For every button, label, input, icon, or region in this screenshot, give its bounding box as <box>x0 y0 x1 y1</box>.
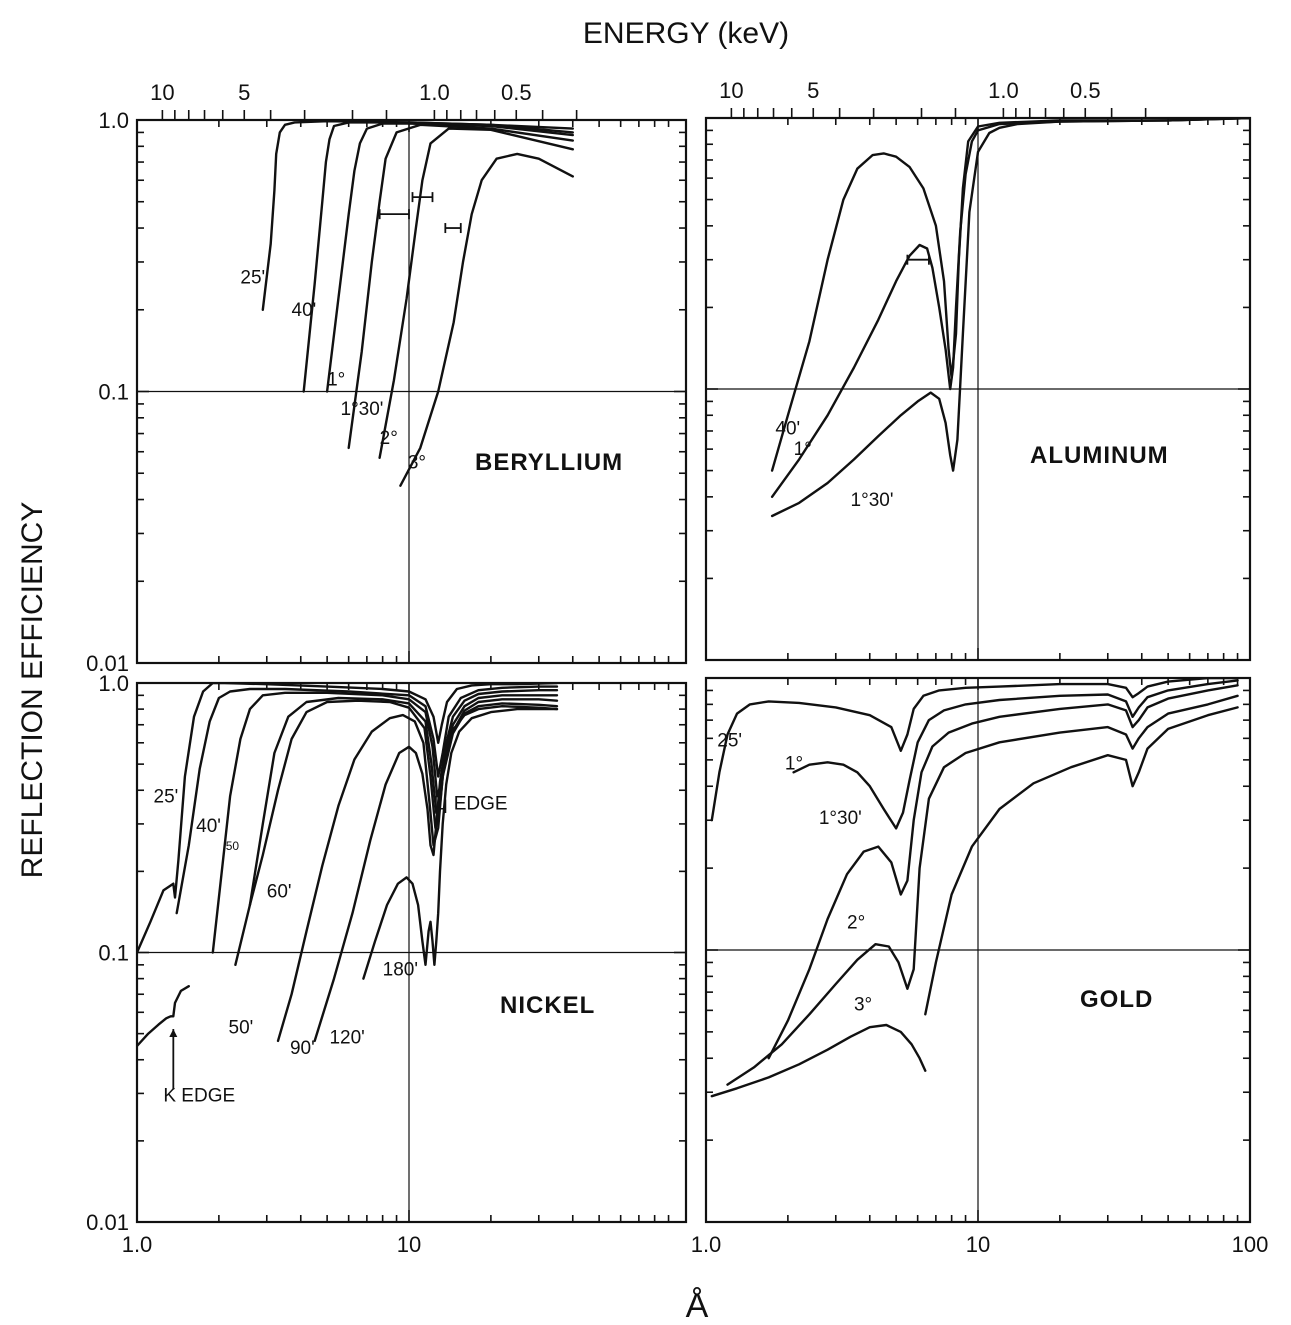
aluminum-energy-tick-label: 5 <box>807 78 819 103</box>
nickel-series-curve <box>234 694 559 966</box>
nickel-series-curve <box>137 985 190 1048</box>
gold-series-curve <box>792 679 1239 830</box>
nickel-series-curve <box>313 705 559 1043</box>
y-axis-title: REFLECTION EFFICIENCY <box>16 502 49 879</box>
aluminum-panel: 10 5 1.0 0.5 40'1° 1°30' ALUMINUM <box>704 78 1252 662</box>
nickel-series-curve <box>211 689 559 954</box>
nickel-series-curve <box>362 707 559 980</box>
beryllium-panel: 10 5 1.0 0.5 0.01 0.1 1.0 25' 40' 1° 1°30' 2° 3° BERY… <box>86 80 688 676</box>
nickel-curve-label: EDGE <box>454 793 508 814</box>
beryllium-series-curve <box>347 123 574 450</box>
nickel-series-curve <box>276 702 559 1043</box>
beryllium-panel-label: BERYLLIUM <box>475 449 623 476</box>
beryllium-energy-tick-label: 5 <box>238 80 250 105</box>
beryllium-curve-label: 1°30' <box>341 399 384 420</box>
nickel-curve-label: K EDGE <box>163 1085 235 1106</box>
nickel-curves <box>137 683 559 1048</box>
x-axis-title: Å <box>686 1287 709 1325</box>
nickel-series-curve <box>137 683 559 954</box>
gold-curve-label: 2° <box>847 912 865 933</box>
beryllium-curve-label: 1° <box>327 370 345 391</box>
gold-series-curve <box>710 678 1239 822</box>
nickel-panel: 0.01 0.1 1.0 1.0 10 25' 40' 50 60' 50' 90' 120' 180'… <box>86 671 688 1257</box>
aluminum-series-curve <box>770 118 1250 518</box>
panels-group: 10 5 1.0 0.50.010.11.025'40'1°1°30'2°3° BERY… <box>86 78 1268 1257</box>
nickel-curve-label: L <box>433 793 444 814</box>
nickel-curve-label: 180' <box>383 960 418 981</box>
nickel-xtick-label: 10 <box>397 1232 421 1257</box>
nickel-curve-label: 50 <box>226 839 240 853</box>
nickel-series-curve <box>175 685 559 915</box>
gold-xtick-label: 1.0 <box>691 1232 722 1257</box>
beryllium-curve-label: 40' <box>292 300 317 321</box>
nickel-curve-label: 50' <box>229 1018 254 1039</box>
gold-curve-label: 25' <box>717 730 742 751</box>
nickel-panel-label: NICKEL <box>500 992 595 1019</box>
gold-curve-label: 1° <box>785 754 803 775</box>
aluminum-panel-label: ALUMINUM <box>1030 442 1169 469</box>
aluminum-energy-tick-label: 0.5 <box>1070 78 1101 103</box>
nickel-ytick-label: 0.1 <box>98 941 129 966</box>
nickel-ytick-label: 0.01 <box>86 1210 129 1235</box>
nickel-curve-label: 25' <box>154 787 179 808</box>
gold-series-curve <box>710 1023 927 1098</box>
aluminum-energy-tick-label: 1.0 <box>988 78 1019 103</box>
gold-panel-label: GOLD <box>1080 986 1153 1013</box>
nickel-ytick-label: 1.0 <box>98 671 129 696</box>
aluminum-curve-label: 1°30' <box>851 490 894 511</box>
nickel-curve-label: 60' <box>267 881 292 902</box>
aluminum-series-curve <box>770 118 1250 498</box>
nickel-xtick-label: 1.0 <box>122 1232 153 1257</box>
beryllium-ytick-label: 0.01 <box>86 651 129 676</box>
gold-curve-label: 1°30' <box>819 808 862 829</box>
beryllium-curve-label: 3° <box>408 453 426 474</box>
beryllium-energy-tick-label: 0.5 <box>501 80 532 105</box>
gold-curve-label: 3° <box>854 994 872 1015</box>
gold-series-curve <box>924 706 1239 1016</box>
nickel-curve-label: I <box>443 797 448 818</box>
aluminum-curve-label: 40' <box>775 418 800 439</box>
beryllium-energy-tick-label: 1.0 <box>419 80 450 105</box>
nickel-curve-label: 90' <box>290 1038 315 1059</box>
gold-panel: 1.0 10 100 25' 1° 1°30' 2° 3° GOLD <box>691 676 1269 1257</box>
gold-xtick-label: 10 <box>966 1232 990 1257</box>
beryllium-series-curve <box>325 122 574 393</box>
beryllium-energy-tick-label: 10 <box>150 80 174 105</box>
beryllium-ytick-label: 1.0 <box>98 108 129 133</box>
nickel-curve-label: 120' <box>329 1027 364 1048</box>
nickel-curve-label: 40' <box>196 816 221 837</box>
aluminum-curve-label: 1° <box>794 439 812 460</box>
k-edge-arrow-head <box>169 1029 178 1038</box>
aluminum-energy-tick-label: 10 <box>719 78 743 103</box>
beryllium-curve-label: 2° <box>380 428 398 449</box>
gold-xtick-label: 100 <box>1232 1232 1269 1257</box>
nickel-series-curve <box>248 698 559 907</box>
beryllium-ytick-label: 0.1 <box>98 380 129 405</box>
beryllium-curves <box>261 120 574 487</box>
gold-series-curve <box>767 684 1239 1060</box>
gold-series-curve <box>726 694 1239 1086</box>
gold-curves <box>710 678 1239 1098</box>
beryllium-series-curve <box>399 152 574 487</box>
top-axis-title: ENERGY (keV) <box>583 17 789 50</box>
aluminum-series-curve <box>770 118 1250 472</box>
aluminum-curves <box>770 118 1250 518</box>
beryllium-series-curve <box>378 127 574 459</box>
beryllium-curve-label: 25' <box>240 267 265 288</box>
